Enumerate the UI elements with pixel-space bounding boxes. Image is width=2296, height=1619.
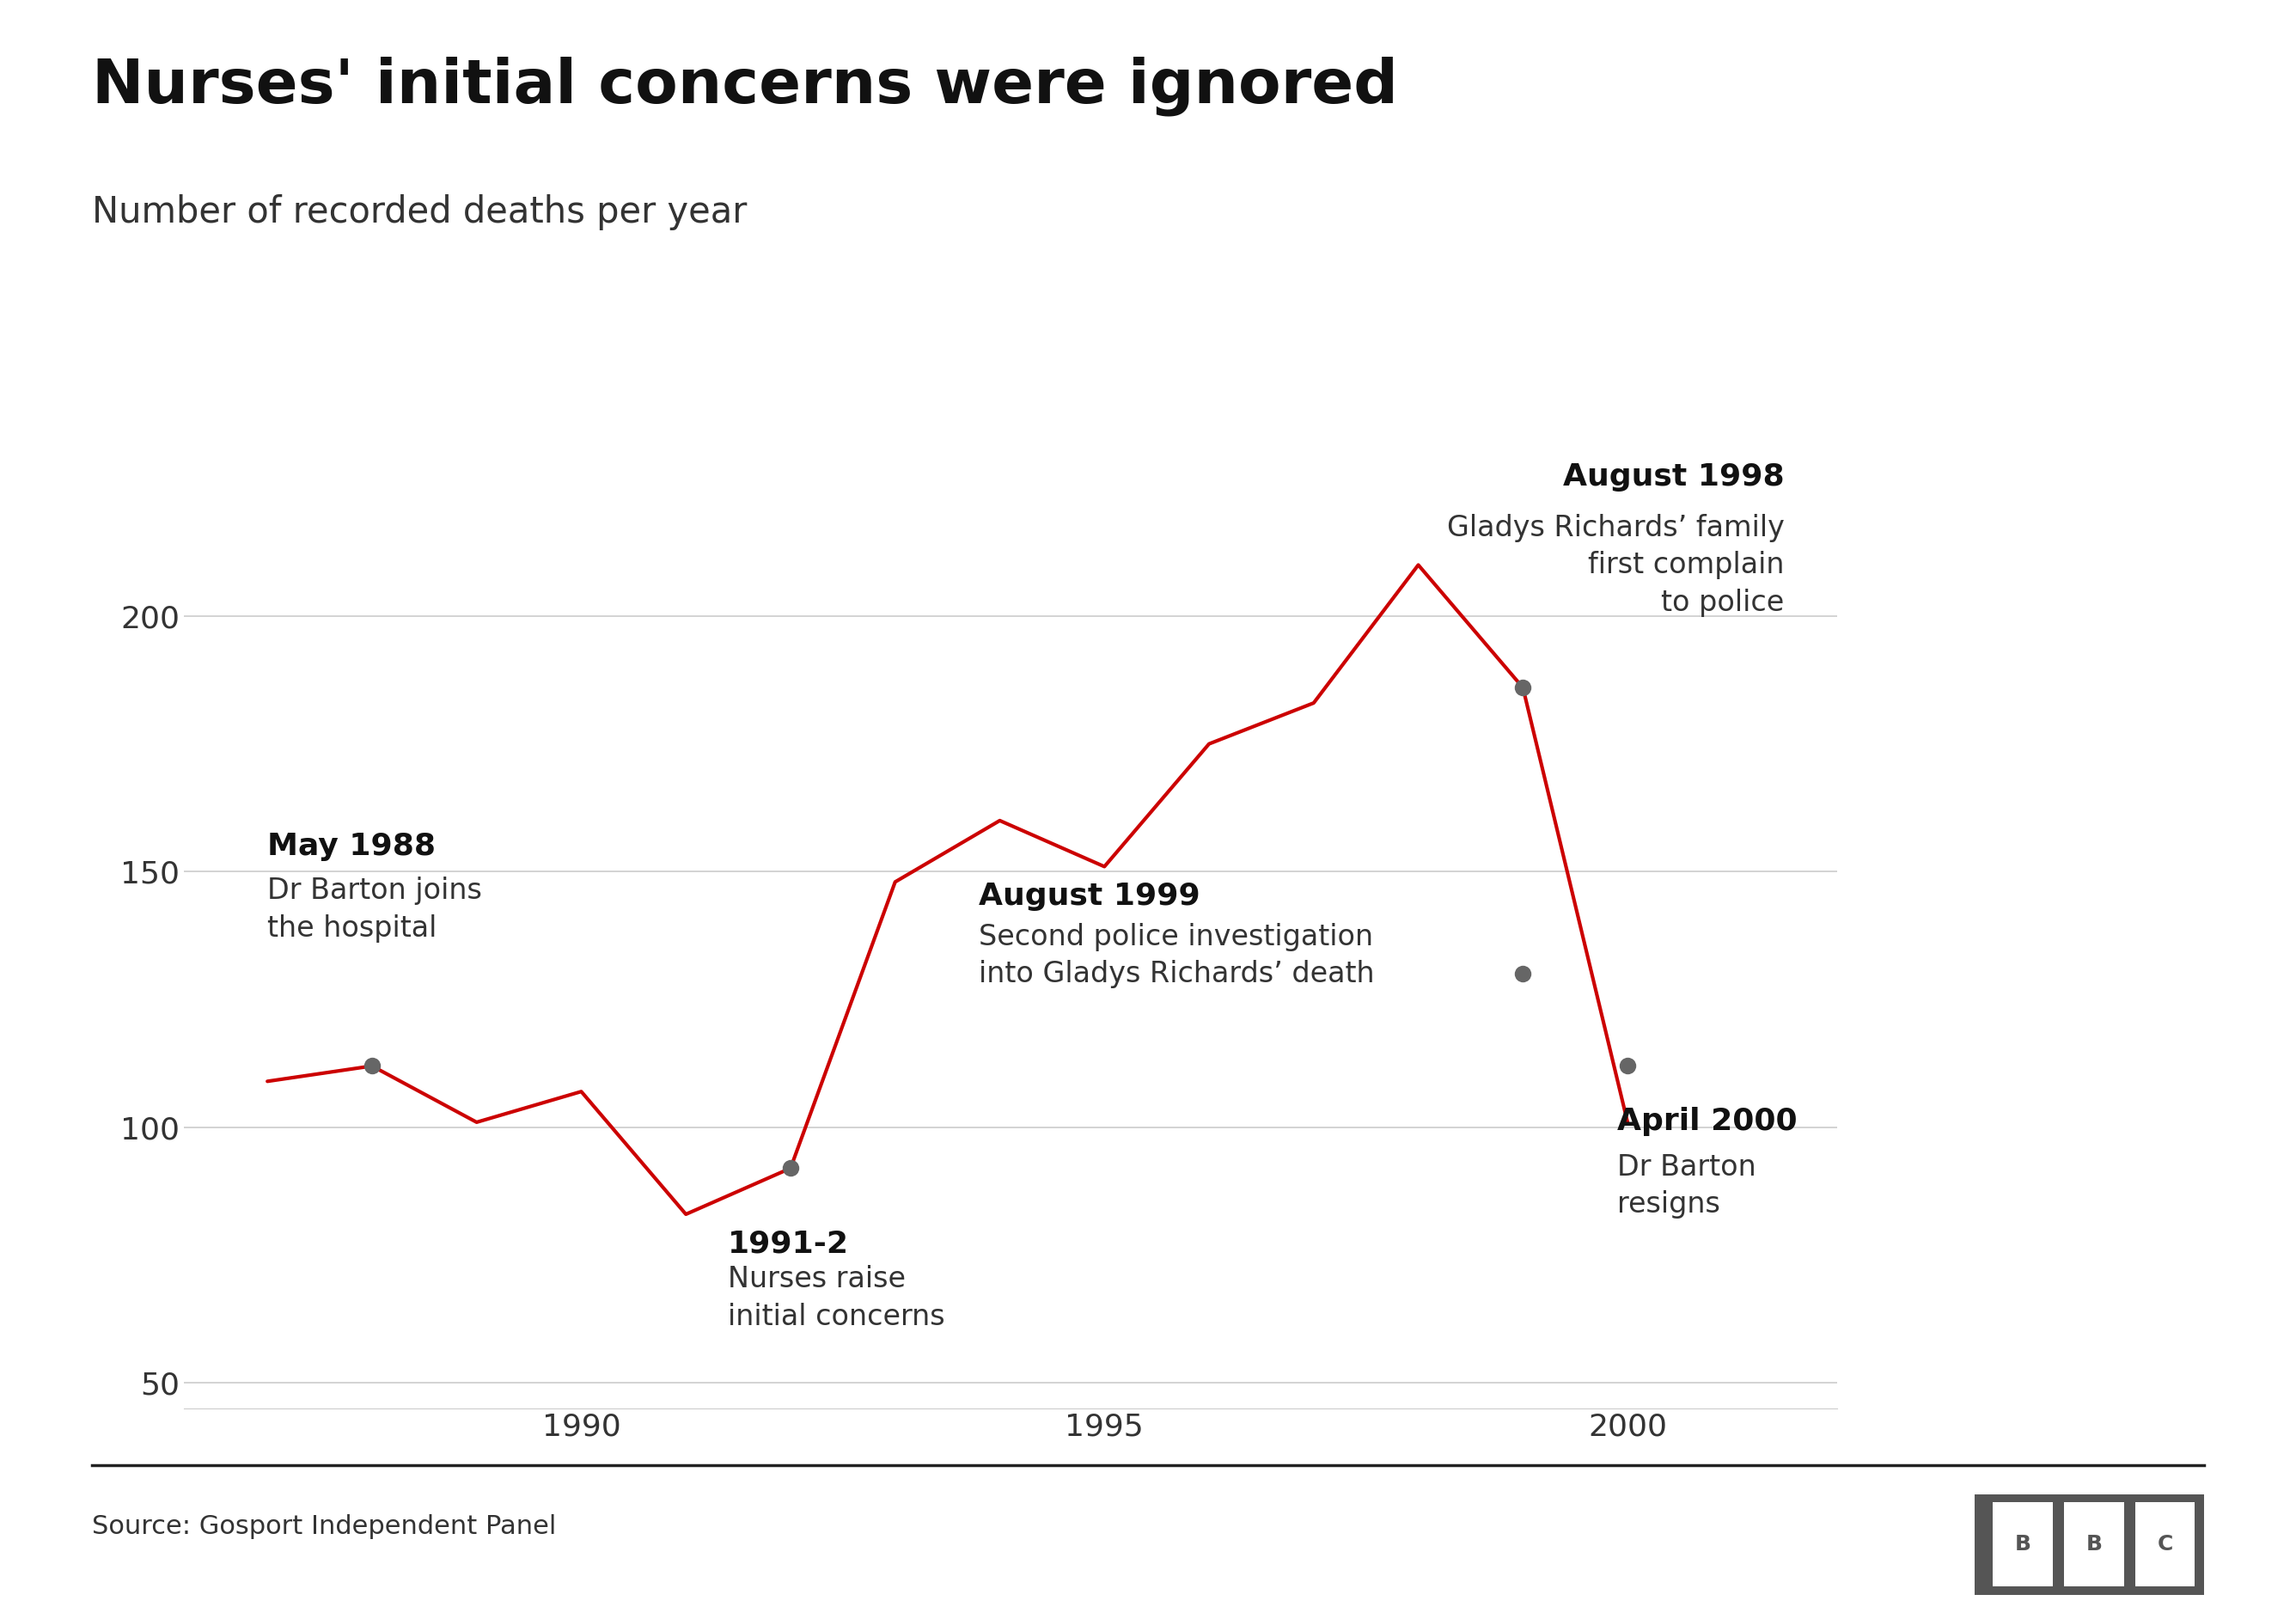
Text: B: B — [2085, 1535, 2103, 1554]
Text: Dr Barton joins
the hospital: Dr Barton joins the hospital — [266, 877, 482, 942]
FancyBboxPatch shape — [2064, 1502, 2124, 1587]
Text: C: C — [2158, 1535, 2172, 1554]
FancyBboxPatch shape — [1993, 1502, 2053, 1587]
Text: May 1988: May 1988 — [266, 832, 436, 861]
Text: B: B — [2014, 1535, 2032, 1554]
Text: April 2000: April 2000 — [1616, 1107, 1798, 1137]
Text: August 1999: August 1999 — [978, 882, 1201, 911]
FancyBboxPatch shape — [2135, 1502, 2195, 1587]
Text: Gladys Richards’ family
first complain
to police: Gladys Richards’ family first complain t… — [1446, 513, 1784, 617]
Text: Source: Gosport Independent Panel: Source: Gosport Independent Panel — [92, 1514, 556, 1538]
Text: Nurses' initial concerns were ignored: Nurses' initial concerns were ignored — [92, 57, 1398, 117]
Text: Second police investigation
into Gladys Richards’ death: Second police investigation into Gladys … — [978, 923, 1375, 989]
Text: Number of recorded deaths per year: Number of recorded deaths per year — [92, 194, 746, 230]
Text: Nurses raise
initial concerns: Nurses raise initial concerns — [728, 1266, 946, 1331]
Text: August 1998: August 1998 — [1564, 463, 1784, 492]
Text: 1991-2: 1991-2 — [728, 1229, 850, 1260]
Text: Dr Barton
resigns: Dr Barton resigns — [1616, 1153, 1756, 1219]
